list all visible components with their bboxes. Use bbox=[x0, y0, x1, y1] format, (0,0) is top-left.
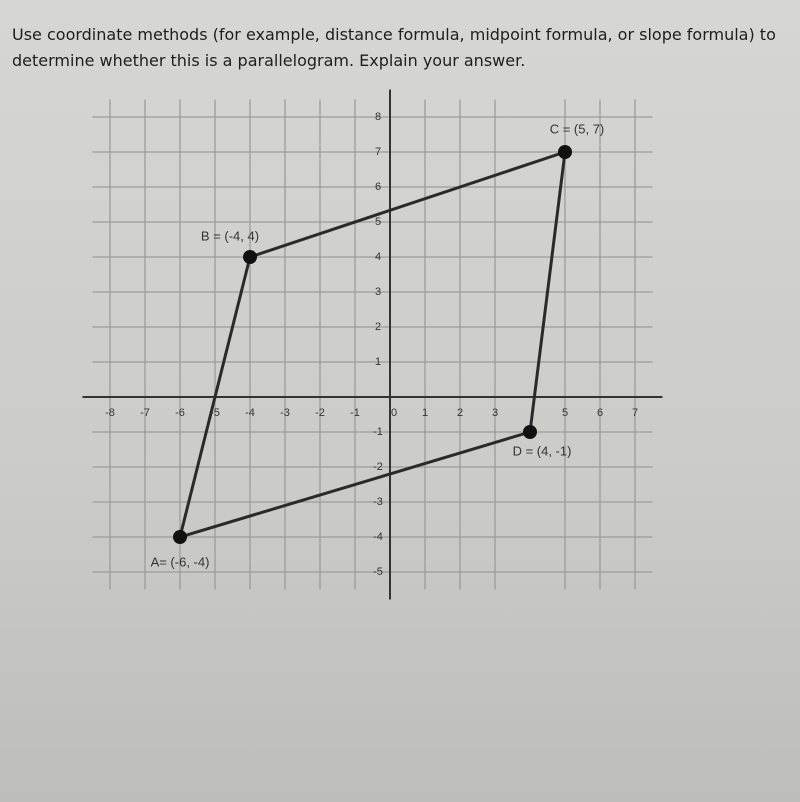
question: Use coordinate methods (for example, dis… bbox=[12, 22, 776, 74]
vertex bbox=[558, 145, 572, 159]
x-tick-label: -4 bbox=[245, 407, 255, 419]
y-tick-label: -2 bbox=[373, 461, 383, 473]
vertex bbox=[243, 250, 257, 264]
vertex-label: A= (-6, -4) bbox=[151, 554, 210, 569]
y-tick-label: 5 bbox=[375, 216, 381, 228]
vertex-label: C = (5, 7) bbox=[550, 121, 605, 136]
y-tick-label: 7 bbox=[375, 146, 381, 158]
x-tick-label: -7 bbox=[140, 407, 150, 419]
y-tick-label: 3 bbox=[375, 286, 381, 298]
y-tick-label: 8 bbox=[375, 111, 381, 123]
x-tick-label: 2 bbox=[457, 407, 463, 419]
x-tick-label: 7 bbox=[632, 407, 638, 419]
polygon bbox=[177, 149, 567, 540]
x-tick-label: -6 bbox=[175, 407, 185, 419]
x-tick-label: -2 bbox=[315, 407, 325, 419]
y-tick-label: -4 bbox=[373, 531, 383, 543]
x-tick-label: -5 bbox=[210, 407, 220, 419]
vertex-label: B = (-4, 4) bbox=[201, 228, 259, 243]
x-tick-label: 5 bbox=[562, 407, 568, 419]
x-tick-label: -8 bbox=[105, 407, 115, 419]
y-tick-label: 4 bbox=[375, 251, 381, 263]
question-line: Use coordinate methods (for example, dis… bbox=[12, 25, 776, 44]
vertex-label: D = (4, -1) bbox=[513, 443, 572, 458]
y-tick-label: -3 bbox=[373, 496, 383, 508]
vertex bbox=[523, 425, 537, 439]
y-tick-label: -1 bbox=[373, 426, 383, 438]
x-tick-label: 1 bbox=[422, 407, 428, 419]
x-tick-label: 6 bbox=[597, 407, 603, 419]
vertex bbox=[173, 530, 187, 544]
y-tick-label: -5 bbox=[373, 566, 383, 578]
question-line: determine whether this is a parallelogra… bbox=[12, 51, 526, 70]
y-tick-label: 6 bbox=[375, 181, 381, 193]
y-tick-label: 1 bbox=[375, 356, 381, 368]
x-tick-label: -1 bbox=[350, 407, 360, 419]
x-tick-label: 0 bbox=[391, 407, 397, 419]
x-tick-label: -3 bbox=[280, 407, 290, 419]
y-tick-label: 2 bbox=[375, 321, 381, 333]
x-tick-label: 3 bbox=[492, 407, 498, 419]
